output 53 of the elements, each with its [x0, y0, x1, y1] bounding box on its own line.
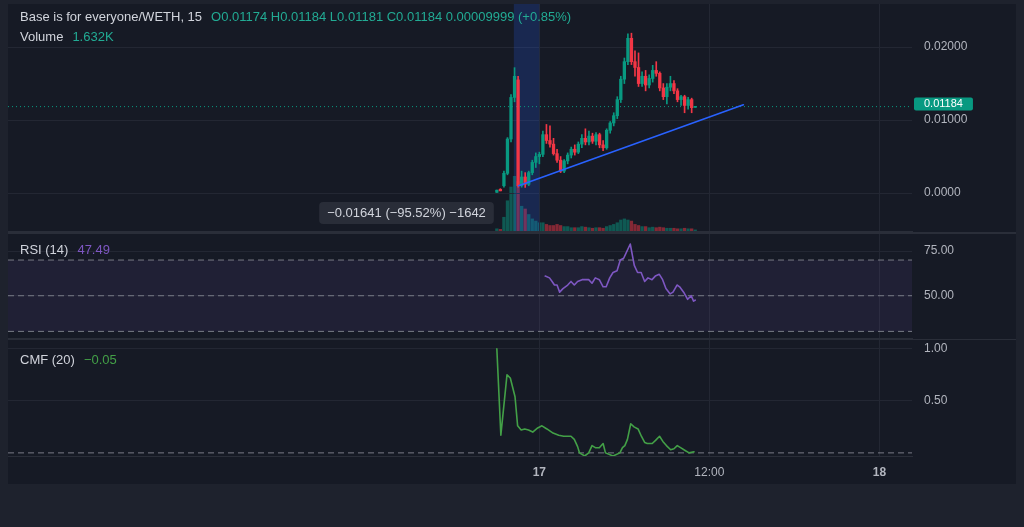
x-tick-label: 17: [532, 464, 547, 479]
bar: [541, 222, 545, 231]
bar: [636, 225, 641, 231]
bar: [495, 228, 499, 231]
bar: [679, 228, 683, 231]
bar: [643, 226, 648, 231]
bar: [597, 227, 602, 231]
bar: [548, 225, 552, 231]
bar: [527, 214, 531, 231]
band-label: −0.01641 (−95.52%) −1642: [327, 205, 486, 221]
bar: [590, 227, 595, 231]
annotation: O0.01174 H0.01184 L0.01181 C0.01184 0.00009999 (+0.85%): [211, 9, 572, 24]
bar: [562, 226, 566, 231]
ref-line-label: 0.01184: [924, 97, 963, 110]
y-tick-label: 1.00: [924, 341, 948, 356]
annotation: −0.05: [83, 352, 117, 367]
bar: [675, 228, 680, 231]
bar: [544, 224, 549, 231]
bar: [686, 228, 690, 231]
bar: [640, 226, 644, 231]
annotation: 1.632K: [72, 29, 114, 44]
x-tick-label: 12:00: [694, 464, 725, 479]
bar: [555, 224, 559, 231]
bar: [665, 227, 669, 231]
bar: [647, 227, 651, 231]
bar: [612, 224, 616, 231]
chart-title: Base is for everyone/WETH, 15: [20, 9, 203, 24]
bar: [594, 227, 598, 231]
bar: [615, 222, 619, 231]
chart-title: Volume: [20, 29, 64, 44]
bar: [601, 227, 605, 231]
bar: [580, 226, 584, 231]
bar: [569, 227, 573, 231]
text: CMF (20): [20, 352, 75, 367]
text: RSI (14): [20, 242, 69, 257]
y-tick-label: 75.00: [924, 243, 955, 258]
y-tick-label: 0.0000: [924, 185, 962, 200]
bar: [551, 225, 556, 231]
y-tick-label: 0.02000: [924, 39, 968, 54]
y-tick-label: 50.00: [924, 288, 955, 303]
bar: [672, 227, 676, 231]
bar: [558, 225, 563, 231]
annotation: 47.49: [77, 242, 110, 257]
bar: [633, 224, 637, 231]
bar: [682, 227, 687, 231]
bar: [519, 205, 524, 231]
bar: [587, 227, 591, 231]
x-tick-label: 18: [872, 464, 887, 479]
y-tick-label: 0.01000: [924, 112, 968, 127]
y-tick-label: 0.50: [924, 393, 948, 408]
bar: [668, 227, 673, 231]
bar: [626, 219, 630, 231]
bar: [604, 226, 609, 231]
